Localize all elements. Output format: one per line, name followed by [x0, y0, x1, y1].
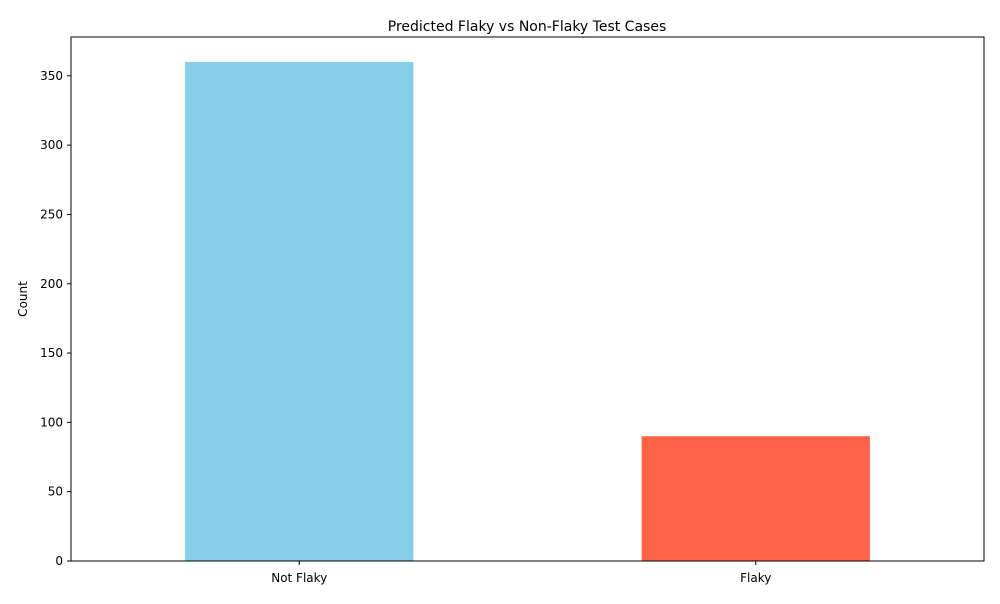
- bars-layer: [185, 61, 870, 561]
- y-tick-label: 50: [48, 485, 63, 499]
- x-tick-label: Not Flaky: [271, 571, 327, 585]
- y-axis-label: Count: [16, 281, 30, 317]
- bar-not-flaky: [185, 61, 414, 561]
- y-tick-label: 200: [40, 277, 63, 291]
- y-tick-label: 300: [40, 138, 63, 152]
- y-tick-label: 0: [55, 554, 63, 568]
- bar-flaky: [641, 436, 870, 561]
- x-tick-label: Flaky: [740, 571, 771, 585]
- ticks-layer: Not Flaky Flaky 0 50 100 150 200 250 300 350: [40, 69, 771, 585]
- y-tick-label: 150: [40, 346, 63, 360]
- plot-frame: [70, 36, 985, 562]
- y-tick-label: 100: [40, 415, 63, 429]
- y-tick-label: 350: [40, 69, 63, 83]
- chart-title: Predicted Flaky vs Non-Flaky Test Cases: [388, 19, 666, 35]
- y-tick-label: 250: [40, 207, 63, 221]
